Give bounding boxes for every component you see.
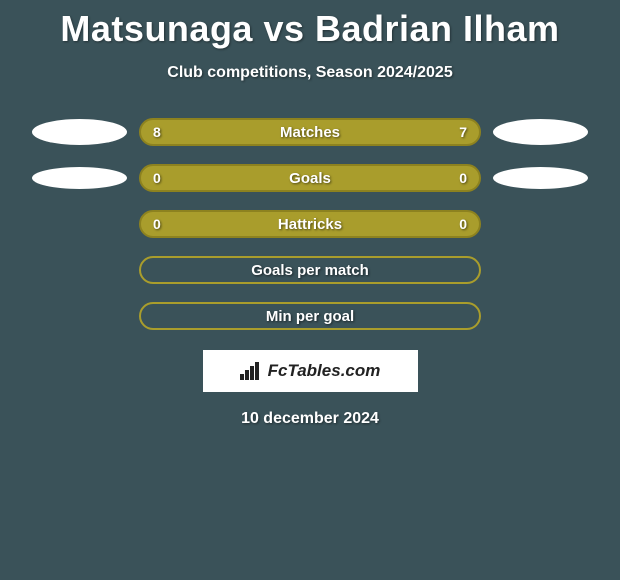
right-indicator: [493, 119, 598, 145]
stat-row: Goals per match: [0, 256, 620, 284]
stat-rows: 8Matches70Goals00Hattricks0Goals per mat…: [0, 118, 620, 330]
stat-left-value: 0: [141, 216, 173, 232]
stat-left-value: 0: [141, 170, 173, 186]
stat-right-value: 0: [447, 216, 479, 232]
attribution-badge: FcTables.com: [203, 350, 418, 392]
stat-bar: Goals per match: [139, 256, 481, 284]
ellipse-icon: [32, 167, 127, 189]
stat-left-value: 8: [141, 124, 173, 140]
left-indicator: [22, 167, 127, 189]
stat-row: 8Matches7: [0, 118, 620, 146]
chart-icon: [240, 362, 262, 380]
attribution-text: FcTables.com: [268, 361, 381, 381]
ellipse-icon: [32, 119, 127, 145]
stat-bar: Min per goal: [139, 302, 481, 330]
stat-label: Matches: [141, 124, 479, 141]
stat-bar: 8Matches7: [139, 118, 481, 146]
stat-bar: 0Goals0: [139, 164, 481, 192]
stat-label: Min per goal: [141, 308, 479, 325]
right-indicator: [493, 167, 598, 189]
subtitle: Club competitions, Season 2024/2025: [0, 64, 620, 82]
stat-label: Hattricks: [141, 216, 479, 233]
stat-row: Min per goal: [0, 302, 620, 330]
left-indicator: [22, 119, 127, 145]
page-title: Matsunaga vs Badrian Ilham: [0, 0, 620, 50]
stat-bar: 0Hattricks0: [139, 210, 481, 238]
stat-right-value: 0: [447, 170, 479, 186]
date-text: 10 december 2024: [0, 410, 620, 428]
stat-label: Goals per match: [141, 262, 479, 279]
stat-row: 0Hattricks0: [0, 210, 620, 238]
stat-right-value: 7: [447, 124, 479, 140]
ellipse-icon: [493, 167, 588, 189]
ellipse-icon: [493, 119, 588, 145]
stat-label: Goals: [141, 170, 479, 187]
stat-row: 0Goals0: [0, 164, 620, 192]
